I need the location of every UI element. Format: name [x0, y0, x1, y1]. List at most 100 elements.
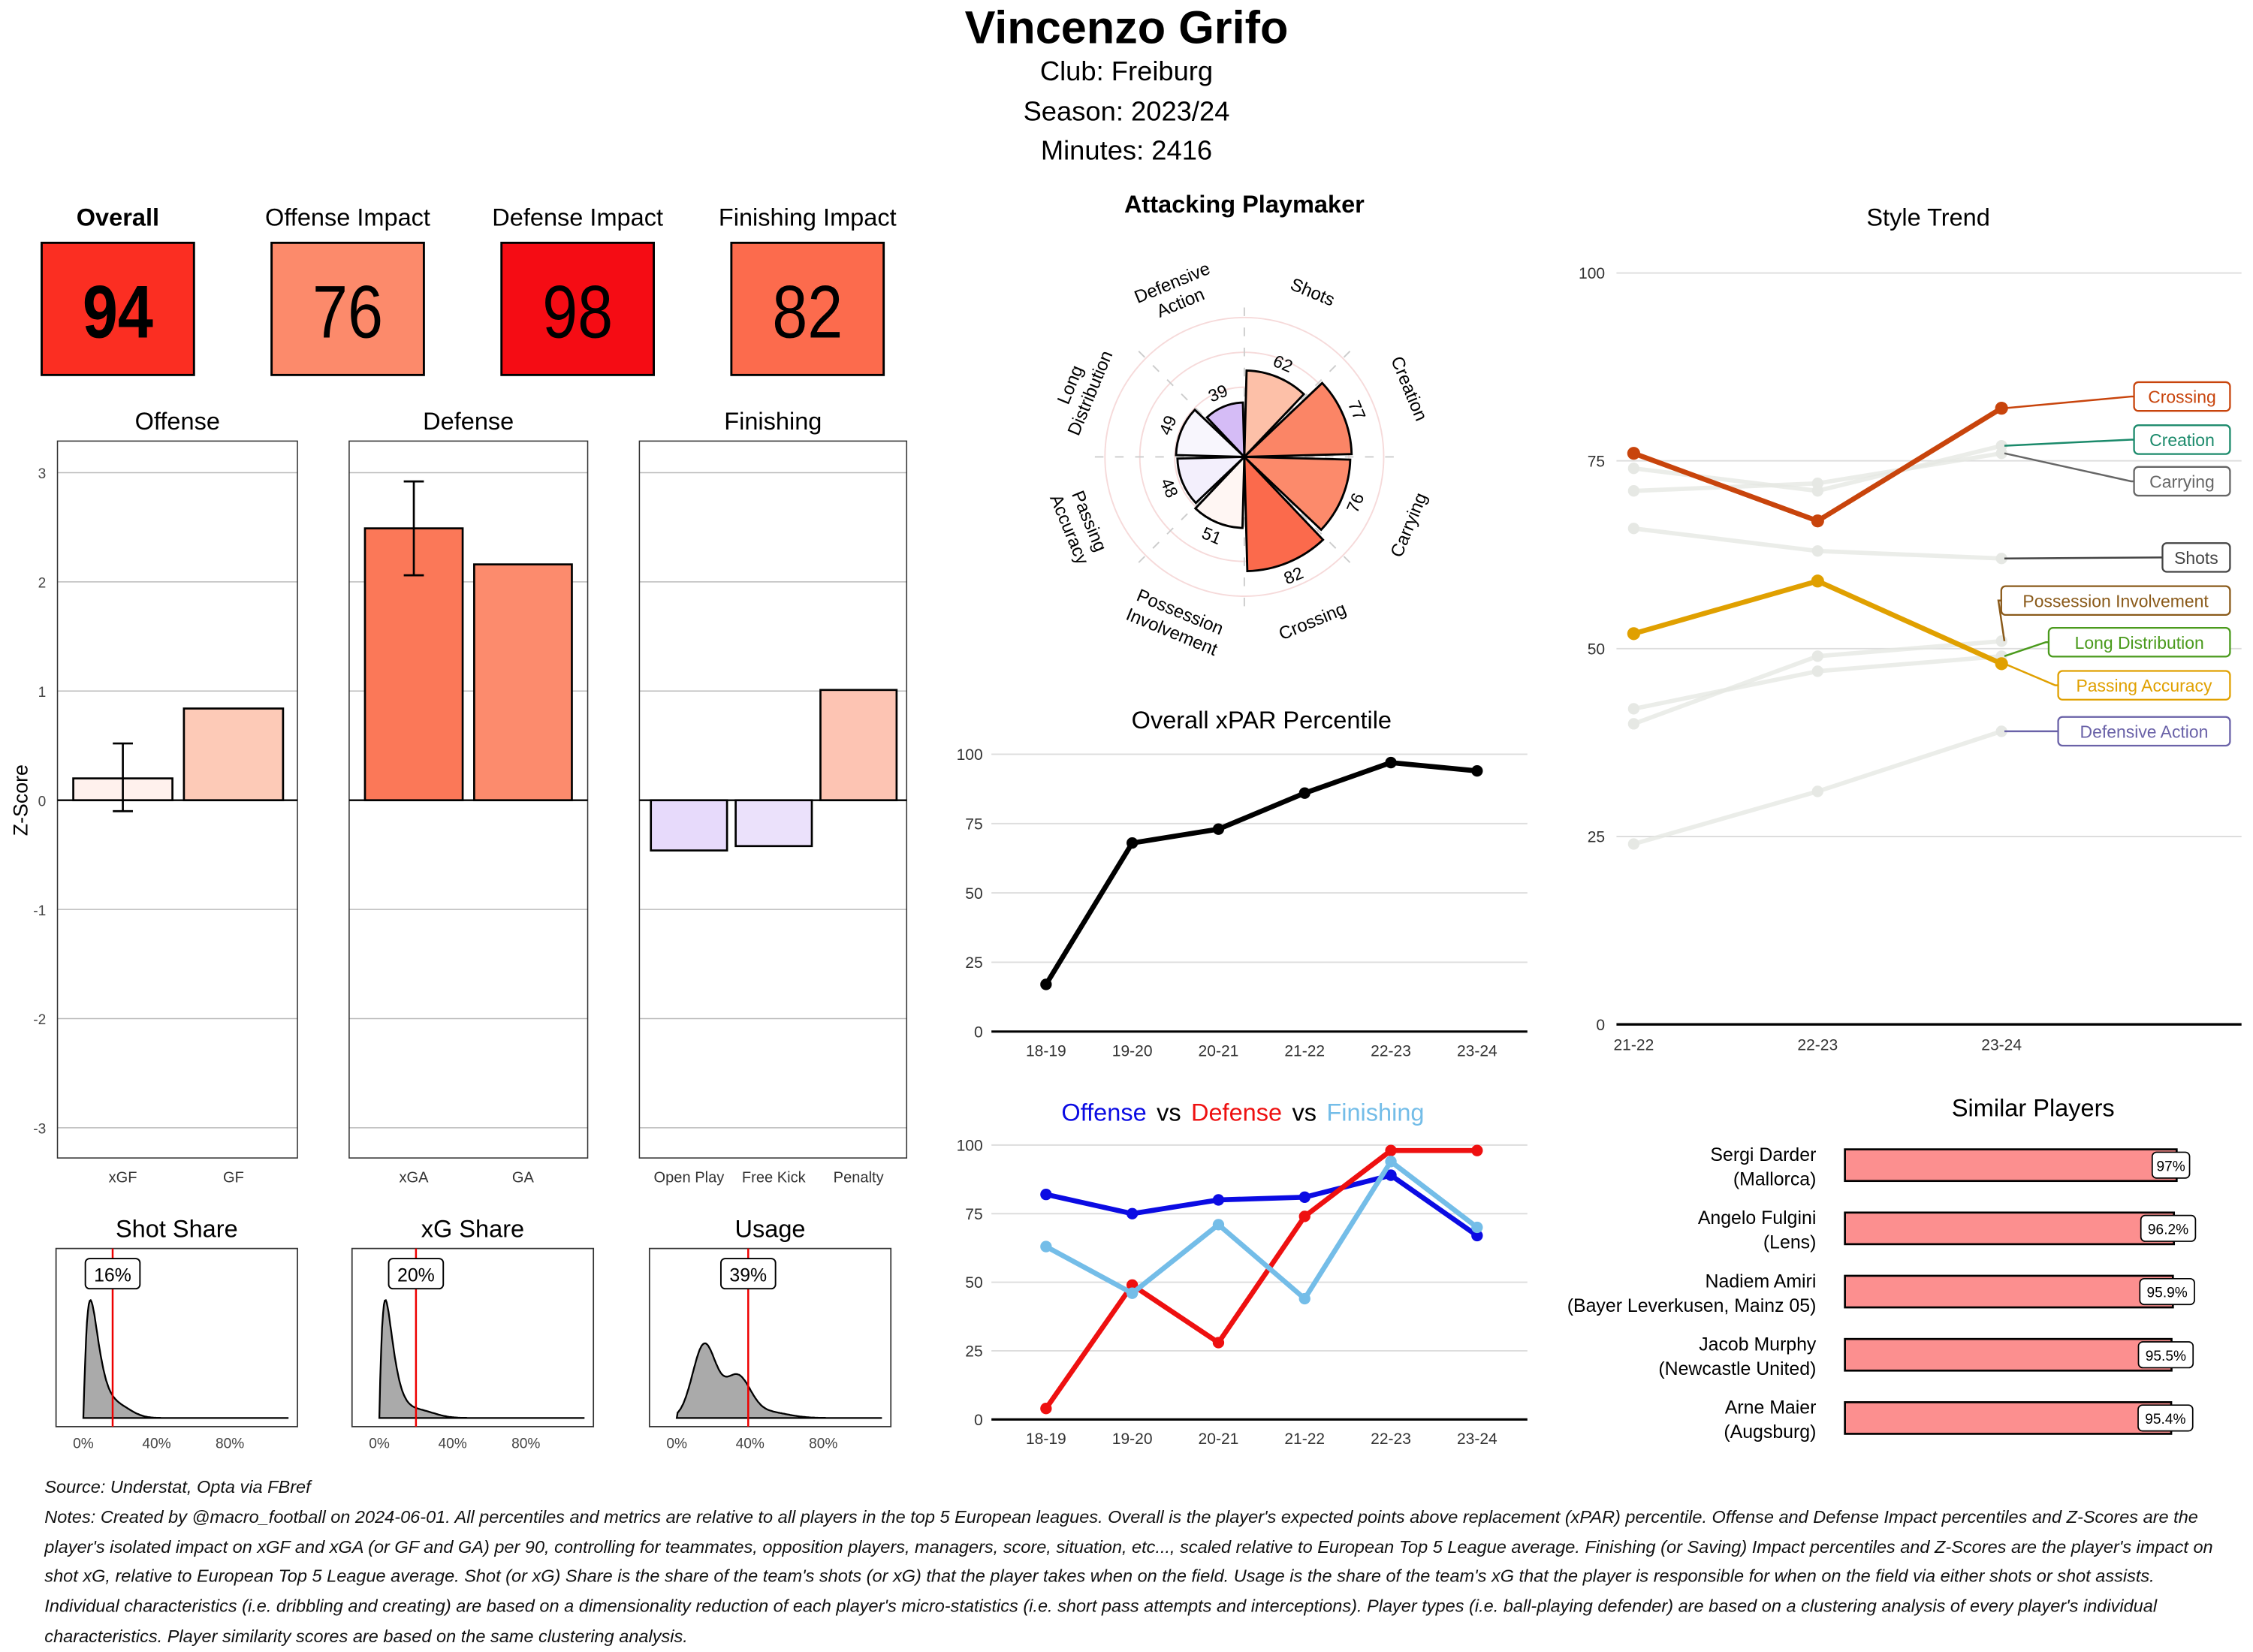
similar-player-club: (Newcastle United)	[1658, 1358, 1816, 1379]
data-point	[1212, 1337, 1225, 1349]
value-label-box	[84, 1258, 141, 1290]
comparison-title: Offense vs Defense vs Finishing	[1061, 1099, 1424, 1126]
zscore-tick-label: 0	[38, 794, 47, 809]
season-value: 2023/24	[1131, 96, 1229, 127]
data-point	[1212, 823, 1225, 835]
data-point	[1471, 1144, 1483, 1156]
y-tick-label: 25	[1588, 829, 1605, 846]
similar-player-club: (Bayer Leverkusen, Mainz 05)	[1567, 1295, 1817, 1316]
share-panel-0: Shot Share 16% 0% 40% 80%	[55, 1215, 298, 1452]
trend-point	[1995, 725, 2007, 737]
trend-point	[1995, 553, 2007, 565]
data-point	[1212, 1194, 1225, 1206]
label-leader	[2004, 439, 2134, 447]
trend-point	[1627, 463, 1640, 475]
title-part: vs	[1292, 1099, 1317, 1126]
bar-open-play	[650, 799, 728, 852]
trend-point	[1627, 447, 1640, 460]
y-tick-label: 100	[1579, 265, 1605, 282]
share-tick-label: 80%	[809, 1436, 837, 1452]
polar-category-text: Shots	[1287, 274, 1338, 310]
data-point	[1040, 978, 1052, 990]
impact-tile-1: Offense Impact 76	[265, 203, 430, 376]
style-trend-title: Style Trend	[1866, 203, 1989, 231]
share-tick-label: 0%	[666, 1436, 687, 1452]
minutes-value: 2416	[1151, 134, 1212, 165]
polar-value-label: 39	[1205, 381, 1231, 406]
data-point	[1298, 1210, 1310, 1222]
source-text: Source: Understat, Opta via FBref	[44, 1476, 311, 1497]
polar-wedge-carrying	[1241, 455, 1352, 532]
density-curve	[82, 1298, 289, 1419]
similarity-bar	[1844, 1337, 2173, 1372]
title-part: Defense	[1191, 1099, 1282, 1126]
trend-label-box	[2047, 626, 2231, 658]
share-title: Usage	[735, 1215, 806, 1242]
similar-player-name: Angelo Fulgini	[1698, 1207, 1817, 1228]
share-tick-label: 0%	[369, 1436, 390, 1452]
trend-point	[1627, 838, 1640, 850]
similar-player-name: Sergi Darder	[1710, 1144, 1816, 1165]
similarity-label: 95.4%	[2145, 1412, 2185, 1427]
impact-box	[270, 241, 425, 376]
similar-player-club: (Lens)	[1763, 1232, 1816, 1253]
trend-point	[1811, 785, 1823, 797]
polar-wedge-defensive-action	[1205, 401, 1246, 460]
trend-label: Shots	[2174, 548, 2218, 568]
y-tick-label: 75	[965, 815, 982, 833]
style-trend-chart: Style Trend 0 25 50 75 100 21-22 22-23 23-24 Cros…	[1579, 203, 2242, 1054]
impact-value: 82	[772, 270, 843, 354]
club-value: Freiburg	[1111, 56, 1213, 86]
data-point	[1298, 787, 1310, 799]
zscore-panel-defense: Defense xGA GA	[348, 408, 589, 1186]
polar-wedge-possession-involvement	[1193, 454, 1246, 529]
x-tick-label: Open Play	[654, 1170, 725, 1186]
similarity-bar	[1844, 1401, 2173, 1435]
y-tick-label: 25	[965, 1343, 982, 1361]
trend-label-box	[2057, 716, 2231, 747]
trend-point	[1811, 514, 1824, 528]
zscore-panel-offense: Offense xGF GF	[56, 408, 298, 1186]
x-tick-label: GA	[512, 1170, 535, 1186]
series-line-defense	[1044, 1147, 1477, 1410]
polar-gridcircle	[1174, 386, 1315, 528]
similarity-label: 95.5%	[2146, 1349, 2186, 1364]
share-title: xG Share	[421, 1215, 524, 1242]
x-tick-label: 23-24	[1457, 1430, 1497, 1448]
trend-point	[1627, 718, 1640, 730]
trend-label: Possession Involvement	[2022, 591, 2209, 610]
trend-label-box	[2133, 424, 2231, 455]
minutes-label: Minutes:	[1041, 134, 1144, 165]
impact-tile-3: Finishing Impact 82	[719, 203, 897, 376]
similarity-label: 95.9%	[2147, 1286, 2188, 1301]
polar-category-label: LongDistribution	[1044, 339, 1117, 439]
polar-category-label: PossessionInvolvement	[1123, 584, 1229, 660]
share-panel-2: Usage 39% 0% 40% 80%	[648, 1215, 892, 1452]
trend-label: Passing Accuracy	[2076, 676, 2212, 695]
polar-category-label: DefensiveAction	[1132, 258, 1222, 327]
polar-category-label: Crossing	[1276, 598, 1349, 644]
panel-title: Finishing	[724, 408, 822, 435]
trend-point	[1627, 485, 1640, 497]
similarity-label-box	[2137, 1341, 2194, 1369]
title-part: vs	[1157, 1099, 1181, 1126]
series-line-offense	[1045, 1172, 1479, 1238]
polar-category-text: Carrying	[1386, 490, 1431, 560]
minutes-line: Minutes: 2416	[1041, 134, 1212, 165]
similarity-label-box	[2137, 1404, 2194, 1432]
bar-ga	[473, 563, 573, 802]
data-point	[1212, 1219, 1225, 1231]
data-point	[1471, 764, 1483, 777]
impact-box	[41, 241, 195, 376]
similarity-label: 97%	[2157, 1159, 2185, 1174]
impact-value: 98	[542, 270, 613, 354]
share-tick-label: 80%	[511, 1436, 540, 1452]
x-tick-label: 22-23	[1371, 1430, 1411, 1448]
trend-point	[1627, 627, 1640, 641]
panel-title: Offense	[135, 408, 220, 435]
data-point	[1385, 1156, 1397, 1168]
value-label-box	[719, 1258, 777, 1290]
similar-player-club: (Mallorca)	[1733, 1168, 1817, 1189]
polar-category-label: Shots	[1287, 274, 1338, 310]
